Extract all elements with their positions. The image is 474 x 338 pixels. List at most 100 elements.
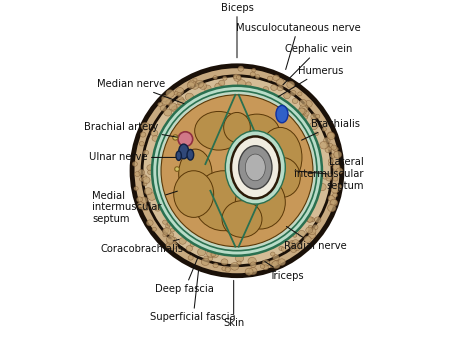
Ellipse shape bbox=[336, 168, 343, 174]
Ellipse shape bbox=[170, 228, 174, 232]
Ellipse shape bbox=[238, 66, 244, 71]
Ellipse shape bbox=[141, 122, 149, 130]
Ellipse shape bbox=[142, 177, 150, 184]
Ellipse shape bbox=[172, 239, 176, 243]
Text: Deep fascia: Deep fascia bbox=[155, 257, 214, 294]
Ellipse shape bbox=[147, 170, 153, 175]
Ellipse shape bbox=[179, 238, 186, 244]
Ellipse shape bbox=[305, 101, 312, 107]
Ellipse shape bbox=[237, 80, 246, 87]
Ellipse shape bbox=[163, 220, 167, 224]
Text: Triceps: Triceps bbox=[265, 262, 304, 281]
Ellipse shape bbox=[211, 253, 216, 257]
Ellipse shape bbox=[326, 143, 333, 150]
Ellipse shape bbox=[135, 172, 140, 176]
Ellipse shape bbox=[162, 97, 170, 105]
Ellipse shape bbox=[237, 261, 241, 265]
Ellipse shape bbox=[271, 85, 277, 91]
Ellipse shape bbox=[306, 227, 313, 233]
Ellipse shape bbox=[255, 75, 260, 79]
Ellipse shape bbox=[163, 228, 171, 235]
Ellipse shape bbox=[146, 220, 153, 226]
Ellipse shape bbox=[249, 267, 257, 275]
Ellipse shape bbox=[169, 245, 175, 250]
Ellipse shape bbox=[139, 142, 144, 146]
Ellipse shape bbox=[145, 188, 152, 195]
Ellipse shape bbox=[259, 127, 302, 187]
Ellipse shape bbox=[239, 146, 272, 189]
Ellipse shape bbox=[174, 91, 178, 95]
Ellipse shape bbox=[273, 75, 279, 81]
Ellipse shape bbox=[210, 250, 219, 258]
Ellipse shape bbox=[187, 149, 194, 160]
Ellipse shape bbox=[196, 80, 204, 88]
Text: Radial nerve: Radial nerve bbox=[284, 226, 347, 251]
Ellipse shape bbox=[292, 98, 298, 103]
Ellipse shape bbox=[194, 171, 254, 231]
Ellipse shape bbox=[179, 144, 189, 159]
Ellipse shape bbox=[157, 91, 317, 251]
Ellipse shape bbox=[187, 82, 195, 89]
Ellipse shape bbox=[143, 182, 147, 186]
Ellipse shape bbox=[310, 122, 318, 130]
Ellipse shape bbox=[222, 267, 226, 271]
Ellipse shape bbox=[235, 176, 285, 229]
Ellipse shape bbox=[252, 68, 256, 72]
Ellipse shape bbox=[138, 169, 145, 175]
Ellipse shape bbox=[173, 171, 214, 217]
Ellipse shape bbox=[328, 132, 334, 138]
Ellipse shape bbox=[318, 184, 326, 191]
Ellipse shape bbox=[201, 258, 210, 265]
Ellipse shape bbox=[134, 187, 138, 190]
Ellipse shape bbox=[335, 184, 342, 190]
Ellipse shape bbox=[248, 257, 256, 265]
Text: Superficial fascia: Superficial fascia bbox=[150, 270, 236, 322]
Ellipse shape bbox=[234, 75, 241, 81]
Ellipse shape bbox=[245, 268, 253, 275]
Ellipse shape bbox=[132, 66, 342, 276]
Text: Biceps: Biceps bbox=[220, 2, 254, 58]
Ellipse shape bbox=[204, 256, 209, 260]
Ellipse shape bbox=[141, 197, 147, 203]
Ellipse shape bbox=[173, 135, 178, 140]
Text: Medial
intermuscular
septum: Medial intermuscular septum bbox=[92, 191, 177, 224]
Ellipse shape bbox=[307, 217, 313, 222]
Ellipse shape bbox=[155, 205, 161, 211]
Ellipse shape bbox=[328, 204, 336, 212]
Text: Brachialis: Brachialis bbox=[301, 119, 360, 140]
Ellipse shape bbox=[207, 256, 213, 261]
Ellipse shape bbox=[171, 237, 176, 242]
Ellipse shape bbox=[178, 99, 186, 106]
Ellipse shape bbox=[166, 90, 174, 97]
Ellipse shape bbox=[177, 97, 184, 103]
Ellipse shape bbox=[315, 217, 321, 223]
Ellipse shape bbox=[163, 233, 167, 237]
Ellipse shape bbox=[311, 114, 317, 119]
Text: Coracobrachialis: Coracobrachialis bbox=[100, 239, 183, 254]
Ellipse shape bbox=[189, 80, 196, 87]
Ellipse shape bbox=[178, 132, 193, 146]
Ellipse shape bbox=[277, 86, 283, 91]
Ellipse shape bbox=[170, 233, 174, 237]
Ellipse shape bbox=[223, 76, 227, 80]
Ellipse shape bbox=[152, 86, 322, 256]
Ellipse shape bbox=[207, 250, 215, 257]
Ellipse shape bbox=[300, 104, 308, 112]
Ellipse shape bbox=[278, 259, 285, 265]
Ellipse shape bbox=[233, 74, 238, 79]
Ellipse shape bbox=[331, 186, 339, 193]
Ellipse shape bbox=[165, 224, 170, 228]
Text: Brachial artery: Brachial artery bbox=[84, 122, 177, 137]
Ellipse shape bbox=[188, 256, 193, 260]
Text: Ulnar nerve: Ulnar nerve bbox=[89, 152, 176, 163]
Ellipse shape bbox=[311, 117, 316, 122]
Ellipse shape bbox=[298, 108, 305, 114]
Ellipse shape bbox=[301, 113, 308, 120]
Ellipse shape bbox=[179, 149, 212, 199]
Ellipse shape bbox=[213, 263, 218, 268]
Ellipse shape bbox=[250, 262, 256, 267]
Ellipse shape bbox=[316, 114, 320, 118]
Ellipse shape bbox=[138, 203, 146, 210]
Ellipse shape bbox=[333, 164, 340, 171]
Ellipse shape bbox=[176, 151, 182, 161]
